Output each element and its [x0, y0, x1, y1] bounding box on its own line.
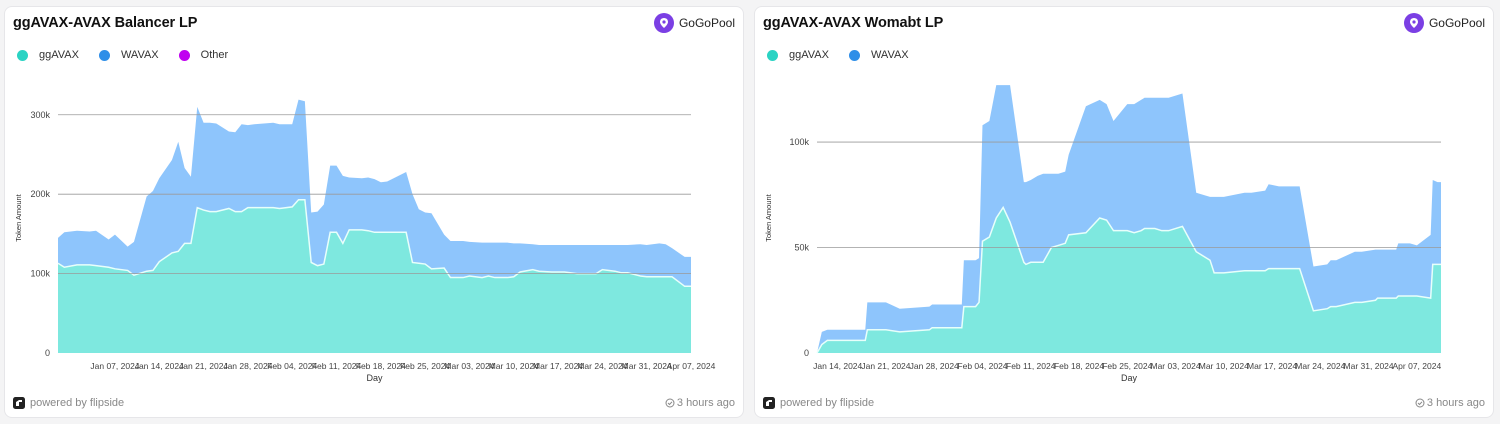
x-tick-label: Feb 18, 2024 — [1054, 361, 1104, 371]
x-tick-label: Mar 10, 2024 — [489, 361, 539, 371]
x-axis-title: Day — [366, 373, 383, 383]
legend-dot-icon — [17, 49, 28, 61]
x-tick-label: Feb 18, 2024 — [356, 361, 406, 371]
x-tick-label: Feb 25, 2024 — [1102, 361, 1152, 371]
legend-dot-icon — [767, 49, 778, 61]
brand[interactable]: GoGoPool — [1403, 13, 1485, 33]
y-tick-label: 100k — [789, 137, 809, 147]
x-tick-label: Feb 11, 2024 — [312, 361, 362, 371]
check-clock-icon — [665, 398, 675, 408]
x-tick-label: Mar 10, 2024 — [1199, 361, 1249, 371]
legend-label: ggAVAX — [789, 49, 829, 61]
y-tick-label: 300k — [30, 110, 50, 120]
legend-dot-icon — [848, 49, 860, 61]
chart-title: ggAVAX-AVAX Womabt LP — [763, 15, 944, 31]
x-tick-label: Jan 07, 2024 — [90, 361, 139, 371]
y-axis-title: Token Amount — [14, 193, 23, 241]
brand-name: GoGoPool — [1428, 16, 1485, 30]
y-tick-label: 100k — [30, 269, 50, 279]
x-tick-label: Apr 07, 2024 — [1393, 361, 1442, 371]
flipside-logo-icon — [763, 397, 775, 409]
x-tick-label: Feb 04, 2024 — [957, 361, 1007, 371]
powered-by-text: powered by flipside — [30, 397, 125, 409]
y-tick-label: 0 — [804, 348, 809, 358]
x-tick-label: Feb 04, 2024 — [267, 361, 317, 371]
powered-by[interactable]: powered by flipside — [13, 397, 124, 409]
x-axis-title: Day — [1121, 373, 1138, 383]
y-axis-title: Token Amount — [764, 193, 773, 241]
x-tick-label: Mar 17, 2024 — [1247, 361, 1297, 371]
legend-dot-icon — [178, 49, 190, 61]
powered-by-text: powered by flipside — [780, 397, 875, 409]
legend: ggAVAX WAVAX — [767, 49, 909, 61]
legend-item-ggavax[interactable]: ggAVAX — [17, 49, 79, 61]
y-tick-label: 0 — [45, 348, 50, 358]
x-tick-label: Jan 21, 2024 — [861, 361, 910, 371]
x-tick-label: Feb 25, 2024 — [400, 361, 450, 371]
x-tick-label: Mar 17, 2024 — [533, 361, 583, 371]
legend-label: WAVAX — [870, 49, 909, 61]
x-tick-label: Jan 14, 2024 — [813, 361, 862, 371]
brand[interactable]: GoGoPool — [653, 13, 735, 33]
last-updated: 3 hours ago — [665, 397, 735, 409]
x-tick-label: Jan 21, 2024 — [179, 361, 228, 371]
legend-item-wavax[interactable]: WAVAX — [848, 49, 909, 61]
chart-title: ggAVAX-AVAX Balancer LP — [13, 15, 198, 31]
x-tick-label: Mar 03, 2024 — [444, 361, 494, 371]
legend-label: WAVAX — [120, 49, 159, 61]
x-tick-label: Mar 03, 2024 — [1150, 361, 1200, 371]
last-updated-text: 3 hours ago — [1426, 397, 1485, 409]
womabt-lp-card: ggAVAX-AVAX Womabt LP GoGoPool ggAVAX WA… — [754, 6, 1494, 418]
flipside-logo-icon — [13, 397, 25, 409]
x-tick-label: Mar 31, 2024 — [622, 361, 672, 371]
wavax-area — [817, 85, 1441, 353]
x-tick-label: Mar 24, 2024 — [577, 361, 627, 371]
check-clock-icon — [1415, 398, 1425, 408]
x-tick-label: Jan 28, 2024 — [910, 361, 959, 371]
ggavax-area — [817, 207, 1441, 353]
legend-label: ggAVAX — [39, 49, 79, 61]
wavax-area — [58, 99, 691, 287]
legend: ggAVAX WAVAX Other — [17, 49, 228, 61]
x-tick-label: Mar 24, 2024 — [1295, 361, 1345, 371]
last-updated: 3 hours ago — [1415, 397, 1485, 409]
x-tick-label: Apr 07, 2024 — [667, 361, 716, 371]
last-updated-text: 3 hours ago — [676, 397, 735, 409]
x-tick-label: Feb 11, 2024 — [1006, 361, 1056, 371]
gogopool-logo-icon — [1403, 13, 1424, 33]
x-tick-label: Jan 14, 2024 — [135, 361, 184, 371]
ggavax-top-line — [816, 205, 1441, 354]
legend-item-ggavax[interactable]: ggAVAX — [767, 49, 829, 61]
brand-name: GoGoPool — [678, 16, 735, 30]
legend-item-wavax[interactable]: WAVAX — [98, 49, 159, 61]
gogopool-logo-icon — [653, 13, 674, 33]
ggavax-area — [58, 199, 691, 353]
y-tick-label: 200k — [30, 189, 50, 199]
womabt-area-chart[interactable]: 0 50k 100k Jan 14, 2024 Jan 21, 2024 Jan 28, … — [755, 7, 1495, 387]
powered-by[interactable]: powered by flipside — [763, 397, 874, 409]
balancer-lp-card: ggAVAX-AVAX Balancer LP GoGoPool ggAVAX … — [4, 6, 744, 418]
x-tick-label: Mar 31, 2024 — [1344, 361, 1394, 371]
legend-label: Other — [200, 49, 229, 61]
legend-item-other[interactable]: Other — [178, 49, 229, 61]
x-tick-label: Jan 28, 2024 — [223, 361, 272, 371]
y-tick-label: 50k — [794, 243, 809, 253]
legend-dot-icon — [98, 49, 110, 61]
